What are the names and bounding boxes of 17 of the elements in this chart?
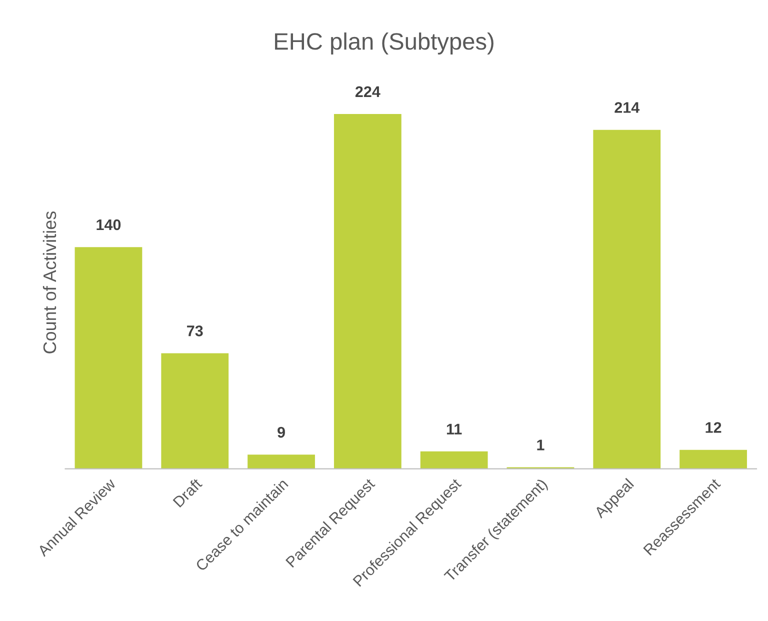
bar [248,454,315,469]
bar [334,114,402,469]
data-label: 11 [446,424,462,434]
data-label: 9 [278,426,285,438]
chart-title: EHC plan (Subtypes) [275,32,494,54]
data-label: 12 [706,422,722,433]
data-label: 1 [537,440,544,450]
y-axis-title: Count of Activities [42,211,56,354]
data-label: 214 [614,102,640,113]
data-label: 140 [96,219,121,230]
bar [680,450,747,469]
bar [593,130,661,469]
data-label: 224 [355,86,380,97]
data-label: 73 [187,325,203,336]
bar [420,451,488,469]
bar [74,247,142,469]
bar [161,353,229,469]
